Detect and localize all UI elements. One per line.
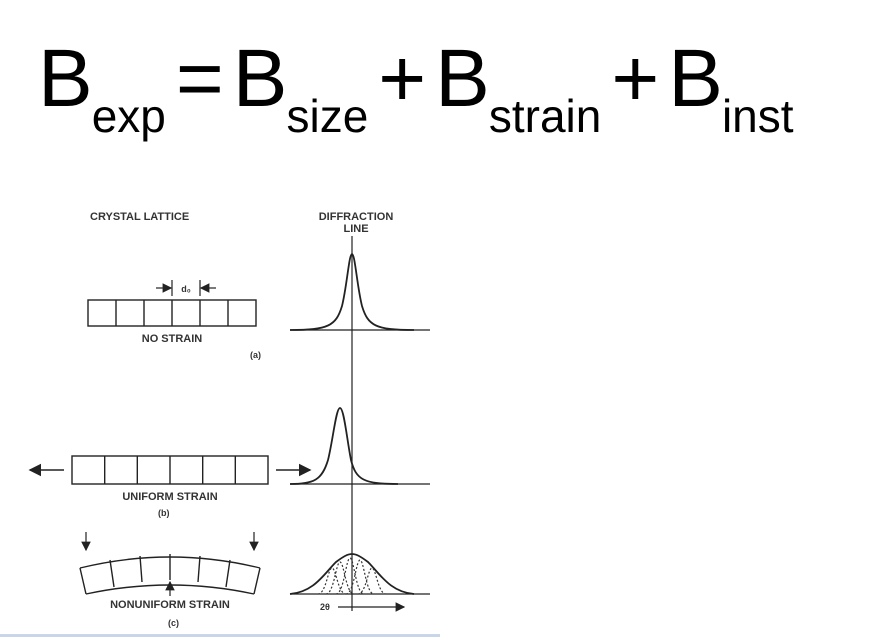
panel-letter-a: (a) xyxy=(250,350,261,360)
term-strain-base: B xyxy=(435,33,490,124)
strain-diagram: CRYSTAL LATTICE DIFFRACTION LINE d₀ NO S… xyxy=(18,196,438,634)
plus-sign-1: + xyxy=(378,33,426,124)
panel-letter-c: (c) xyxy=(168,618,179,628)
component-peaks-dotted xyxy=(317,557,387,595)
term-size-sub: size xyxy=(286,90,369,142)
peak-broadened xyxy=(289,553,415,595)
peak-uniform-strain xyxy=(289,407,399,485)
caption-uniform-strain: UNIFORM STRAIN xyxy=(122,491,217,503)
figure-bottom-rule xyxy=(0,634,440,637)
term-inst-base: B xyxy=(668,33,723,124)
strain-diagram-svg: CRYSTAL LATTICE DIFFRACTION LINE d₀ NO S… xyxy=(28,211,430,628)
term-exp-sub: exp xyxy=(91,90,166,142)
term-exp-base: B xyxy=(38,33,93,124)
two-theta-label: 2θ xyxy=(320,602,330,612)
lattice-uniform-strain xyxy=(71,455,269,485)
d0-label: d₀ xyxy=(181,284,191,294)
panel-letter-b: (b) xyxy=(158,508,170,518)
caption-nonuniform-strain: NONUNIFORM STRAIN xyxy=(110,599,230,611)
d0-spacing-marker xyxy=(156,280,216,296)
lattice-no-strain xyxy=(87,299,257,327)
term-strain-sub: strain xyxy=(488,90,602,142)
header-line: LINE xyxy=(343,223,368,235)
term-size-base: B xyxy=(232,33,288,124)
broadening-equation: Bexp = Bsize + Bstrain + Binst xyxy=(38,38,794,142)
equals-sign: = xyxy=(175,33,224,124)
header-diffraction: DIFFRACTION xyxy=(319,211,394,223)
peak-no-strain xyxy=(289,253,415,331)
caption-no-strain: NO STRAIN xyxy=(142,333,203,345)
term-inst-sub: inst xyxy=(721,90,794,142)
header-crystal-lattice: CRYSTAL LATTICE xyxy=(90,211,189,223)
plus-sign-2: + xyxy=(611,33,659,124)
